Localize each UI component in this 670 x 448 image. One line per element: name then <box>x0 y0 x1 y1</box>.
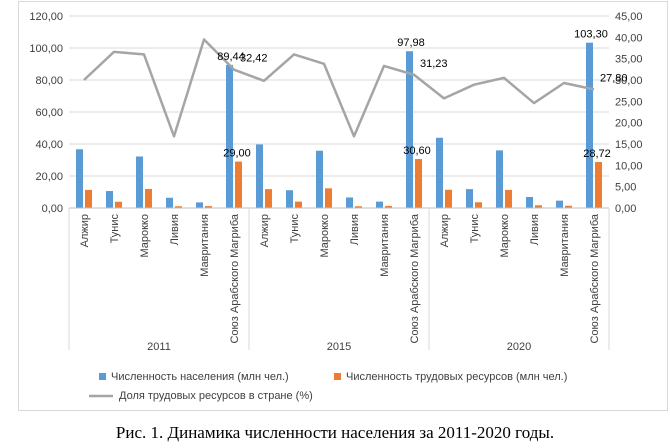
legend-label: Доля трудовых ресурсов в стране (%) <box>119 390 313 402</box>
bar <box>235 161 242 208</box>
y-right-tick-label: 30,00 <box>615 75 643 87</box>
legend-label: Численность населения (млн чел.) <box>111 371 289 383</box>
bar <box>355 206 362 208</box>
category-label: Мавритания <box>559 214 571 277</box>
bar <box>565 205 572 208</box>
bar <box>325 188 332 208</box>
bar <box>415 159 422 208</box>
bar <box>256 144 263 208</box>
bar <box>496 150 503 208</box>
bar <box>445 189 452 208</box>
data-label: 31,23 <box>420 58 448 70</box>
bar <box>76 149 83 208</box>
bar <box>406 51 413 209</box>
category-label: Марокко <box>499 214 511 258</box>
bar <box>286 190 293 208</box>
legend-label: Численность трудовых ресурсов (млн чел.) <box>346 371 567 383</box>
combo-chart: 0,00 20,00 40,00 60,00 80,00 100,00 120,00 0,00… <box>29 11 643 402</box>
legend-swatch <box>334 373 341 380</box>
y-right-tick-label: 5,00 <box>615 182 636 194</box>
category-label: Мавритания <box>379 214 391 277</box>
bar <box>535 205 542 208</box>
y-right-tick-label: 0,00 <box>615 203 636 215</box>
figure-caption: Рис. 1. Динамика численности населения з… <box>115 423 555 442</box>
bar <box>166 197 173 208</box>
y-left-tick-label: 100,00 <box>29 43 63 55</box>
category-label: Ливия <box>169 214 181 245</box>
bar <box>106 191 113 208</box>
data-label: 27,80 <box>600 72 628 84</box>
bar <box>295 201 302 208</box>
category-label: Союз Арабского Магриба <box>589 213 601 343</box>
bar <box>145 188 152 208</box>
bar <box>436 137 443 208</box>
y-left-tick-label: 80,00 <box>35 75 63 87</box>
legend-swatch <box>99 373 106 380</box>
bar <box>316 150 323 208</box>
category-label: Союз Арабского Магриба <box>229 213 241 343</box>
category-label: Алжир <box>439 214 451 247</box>
bar <box>595 162 602 208</box>
year-label: 2020 <box>507 341 531 353</box>
data-label: 29,00 <box>223 148 251 160</box>
category-label: Союз Арабского Магриба <box>409 213 421 343</box>
data-label: 97,98 <box>397 37 425 49</box>
bar <box>226 64 233 208</box>
category-label: Алжир <box>259 214 271 247</box>
year-label: 2015 <box>327 341 351 353</box>
bar <box>136 156 143 208</box>
category-label: Алжир <box>79 214 91 247</box>
category-label: Ливия <box>529 214 541 245</box>
category-label: Тунис <box>289 214 301 244</box>
bar <box>556 200 563 208</box>
y-right-tick-label: 25,00 <box>615 96 643 108</box>
y-right-tick-label: 40,00 <box>615 32 643 44</box>
category-label: Марокко <box>319 214 331 258</box>
bar <box>466 189 473 208</box>
bar <box>346 197 353 208</box>
bar <box>475 202 482 208</box>
data-label: 28,72 <box>583 148 611 160</box>
bar <box>376 201 383 208</box>
bar <box>205 206 212 208</box>
category-label: Марокко <box>139 214 151 258</box>
y-left-tick-label: 20,00 <box>35 171 63 183</box>
category-label: Тунис <box>469 214 481 244</box>
bar <box>526 196 533 208</box>
y-left-tick-label: 40,00 <box>35 139 63 151</box>
y-right-tick-label: 10,00 <box>615 160 643 172</box>
series-line <box>83 38 595 138</box>
y-right-tick-label: 15,00 <box>615 139 643 151</box>
y-right-tick-label: 20,00 <box>615 118 643 130</box>
y-left-tick-label: 120,00 <box>29 11 63 23</box>
y-right-tick-label: 45,00 <box>615 11 643 23</box>
bar <box>175 206 182 208</box>
category-label: Тунис <box>109 214 121 244</box>
bar <box>115 201 122 208</box>
y-left-tick-label: 60,00 <box>35 107 63 119</box>
data-label: 103,30 <box>574 29 608 41</box>
y-right-tick-label: 35,00 <box>615 54 643 66</box>
category-label: Мавритания <box>199 214 211 277</box>
bar <box>586 42 593 208</box>
data-label: 89,44 <box>217 51 245 63</box>
data-label: 32,42 <box>240 53 268 65</box>
bar <box>385 205 392 208</box>
data-label: 30,60 <box>403 145 431 157</box>
chart-area: 0,00 20,00 40,00 60,00 80,00 100,00 120,00 0,00… <box>18 1 668 411</box>
bar <box>265 189 272 208</box>
bar <box>196 202 203 208</box>
bar <box>505 189 512 208</box>
year-label: 2011 <box>147 341 171 353</box>
category-label: Ливия <box>349 214 361 245</box>
bar <box>85 189 92 208</box>
y-left-tick-label: 0,00 <box>42 203 63 215</box>
